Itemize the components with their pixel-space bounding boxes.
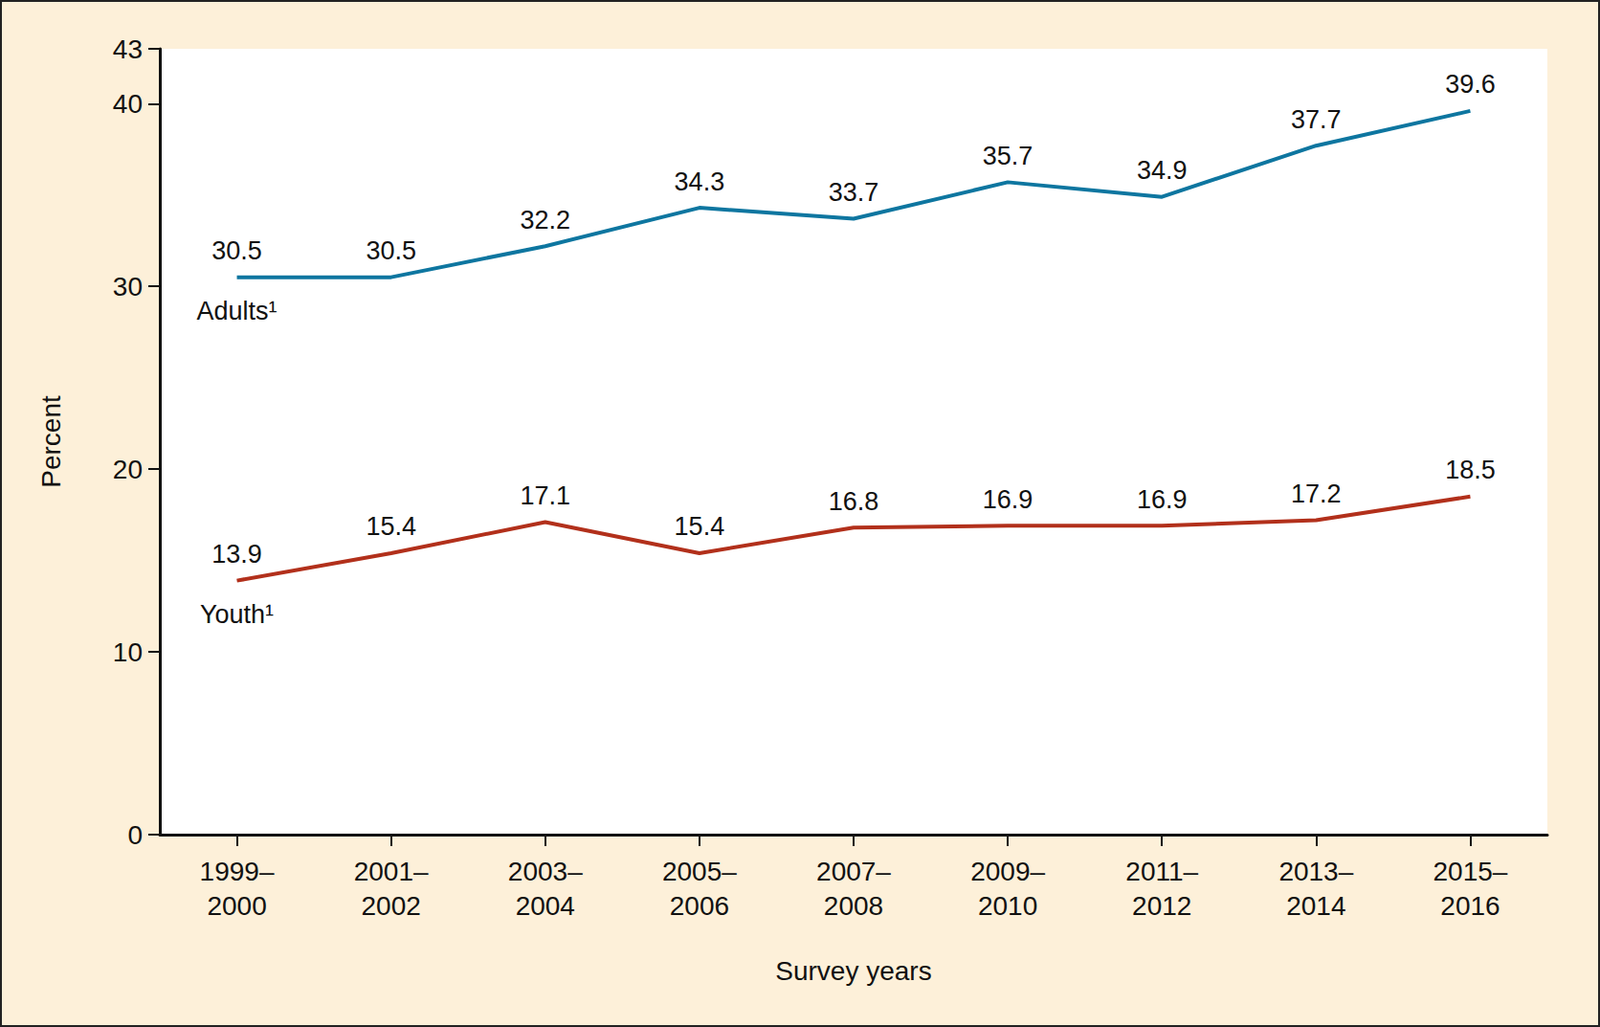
svg-text:37.7: 37.7 — [1290, 105, 1342, 134]
svg-text:2016: 2016 — [1440, 890, 1500, 921]
svg-text:1999–: 1999– — [200, 856, 275, 887]
svg-text:2015–: 2015– — [1433, 856, 1509, 887]
svg-text:2013–: 2013– — [1278, 856, 1354, 887]
svg-text:30: 30 — [112, 271, 143, 302]
svg-text:2012: 2012 — [1132, 890, 1192, 921]
svg-text:2007–: 2007– — [816, 856, 891, 887]
svg-text:2004: 2004 — [515, 890, 576, 921]
svg-text:16.8: 16.8 — [828, 487, 880, 516]
svg-text:16.9: 16.9 — [1136, 485, 1188, 514]
svg-text:2008: 2008 — [823, 890, 884, 921]
svg-text:2005–: 2005– — [662, 856, 737, 887]
svg-text:Survey years: Survey years — [775, 955, 932, 986]
svg-text:34.9: 34.9 — [1136, 155, 1188, 185]
svg-text:40: 40 — [112, 88, 143, 119]
svg-text:32.2: 32.2 — [519, 205, 571, 235]
svg-text:Adults¹: Adults¹ — [197, 296, 278, 326]
svg-text:20: 20 — [112, 454, 143, 485]
svg-text:2001–: 2001– — [354, 856, 429, 887]
svg-text:34.3: 34.3 — [674, 167, 726, 197]
svg-text:30.5: 30.5 — [365, 236, 417, 266]
svg-text:16.9: 16.9 — [982, 485, 1034, 514]
svg-text:2006: 2006 — [669, 890, 730, 921]
svg-text:2014: 2014 — [1286, 890, 1346, 921]
svg-text:2010: 2010 — [977, 890, 1038, 921]
svg-text:35.7: 35.7 — [982, 141, 1034, 171]
svg-text:2003–: 2003– — [508, 856, 583, 887]
svg-text:2009–: 2009– — [970, 856, 1045, 887]
svg-text:33.7: 33.7 — [828, 177, 880, 207]
svg-text:17.2: 17.2 — [1290, 479, 1342, 509]
svg-text:2011–: 2011– — [1125, 856, 1199, 887]
svg-text:Youth¹: Youth¹ — [200, 600, 274, 629]
svg-text:13.9: 13.9 — [211, 539, 263, 569]
svg-text:43: 43 — [112, 34, 143, 65]
svg-text:Percent: Percent — [36, 395, 67, 489]
svg-text:17.1: 17.1 — [519, 481, 571, 511]
svg-text:15.4: 15.4 — [674, 511, 726, 541]
svg-text:10: 10 — [112, 637, 143, 667]
svg-text:30.5: 30.5 — [211, 236, 263, 266]
svg-text:15.4: 15.4 — [365, 511, 417, 541]
svg-text:0: 0 — [127, 820, 143, 850]
svg-text:2000: 2000 — [206, 890, 267, 921]
svg-text:18.5: 18.5 — [1444, 455, 1496, 485]
svg-text:39.6: 39.6 — [1444, 69, 1496, 99]
svg-text:2002: 2002 — [361, 890, 422, 921]
